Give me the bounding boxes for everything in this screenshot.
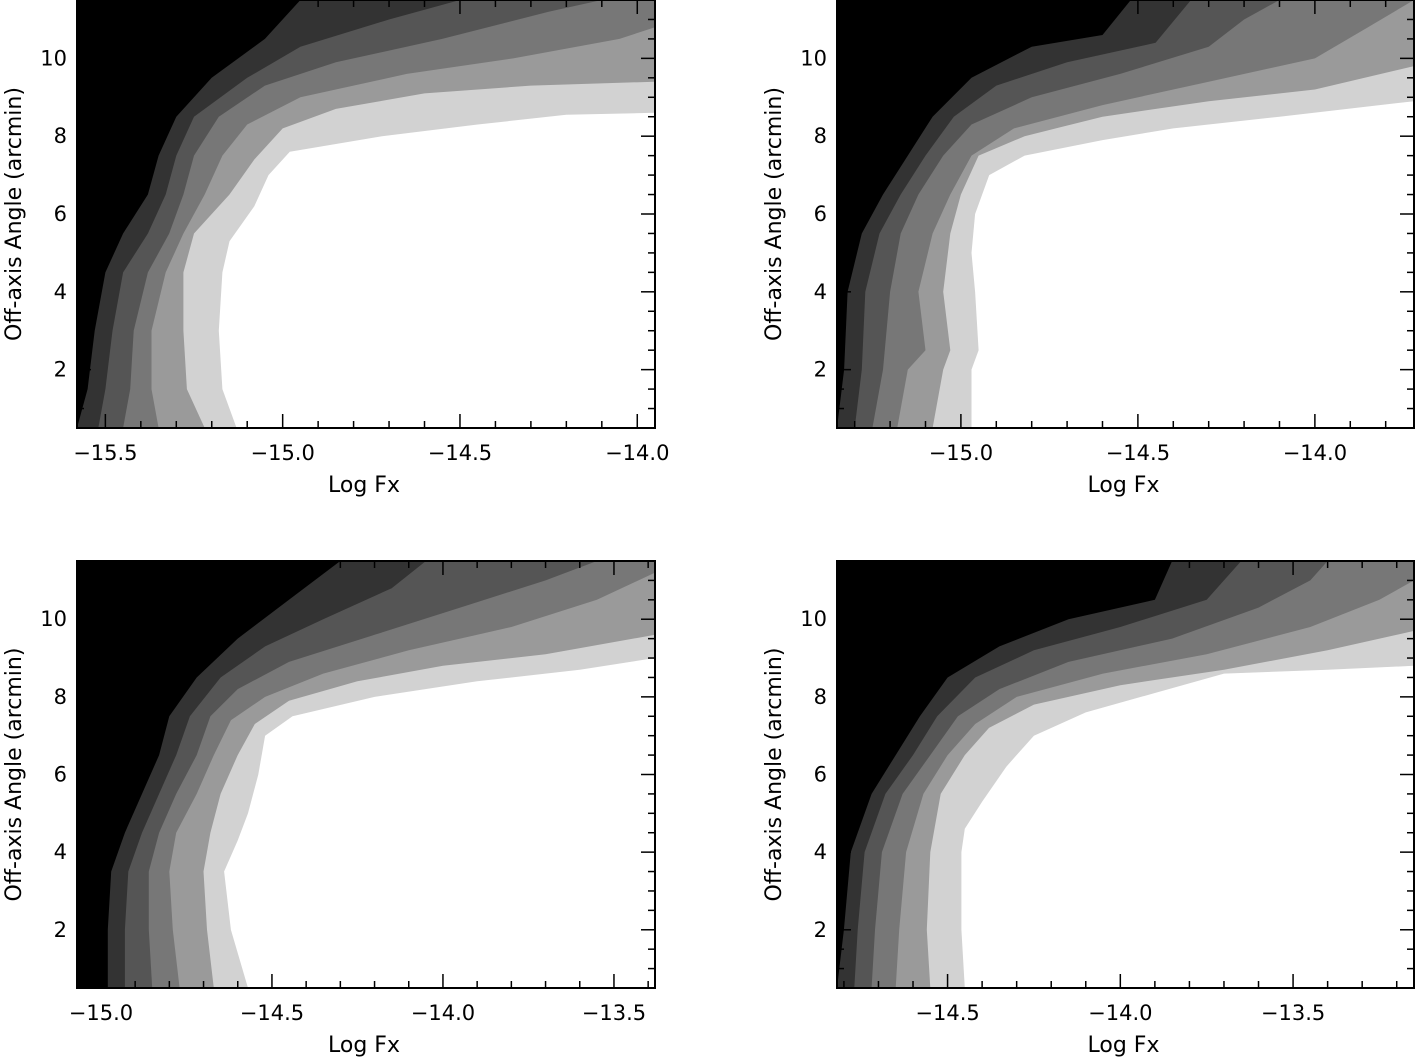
x-tick-label: −15.0 [69,1001,133,1025]
x-axis-title: Log Fx [1088,473,1160,498]
contour-bands [837,0,1414,428]
x-tick-label: −14.0 [1088,1001,1152,1025]
y-tick-label: 6 [54,763,67,787]
contour-bands [77,0,655,428]
y-tick-label: 8 [54,685,67,709]
y-tick-label: 8 [814,685,827,709]
y-tick-label: 2 [54,918,67,942]
x-axis-title: Log Fx [328,473,400,498]
y-tick-label: 8 [814,124,827,148]
y-tick-label: 6 [814,763,827,787]
y-tick-label: 6 [814,202,827,226]
x-axis-title: Log Fx [328,1033,400,1057]
y-axis-title: Off-axis Angle (arcmin) [762,648,787,902]
x-tick-label: −13.5 [582,1001,646,1025]
x-tick-label: −15.0 [250,441,314,465]
contour-level-6 [971,101,1414,428]
x-tick-label: −13.5 [1261,1001,1325,1025]
y-tick-label: 2 [814,358,827,382]
contour-bands [77,561,655,988]
y-tick-label: 10 [800,46,827,70]
y-tick-label: 2 [54,358,67,382]
y-tick-label: 8 [54,124,67,148]
x-tick-label: −14.0 [1283,441,1347,465]
x-tick-label: −14.5 [428,441,492,465]
x-tick-label: −14.5 [915,1001,979,1025]
y-axis-title: Off-axis Angle (arcmin) [762,87,787,341]
x-tick-label: −15.5 [73,441,137,465]
y-tick-label: 4 [814,840,827,864]
x-tick-label: −14.0 [605,441,669,465]
y-tick-label: 10 [40,46,67,70]
contour-bands [837,561,1414,988]
x-axis-title: Log Fx [1088,1033,1160,1057]
y-tick-label: 10 [800,607,827,631]
contour-level-6 [224,658,655,988]
panel-top-right: −15.0 −14.5 −14.0 2 4 6 8 10 Log Fx Off-axis Angl… [762,0,1415,498]
contour-level-6 [218,112,655,428]
y-tick-label: 2 [814,918,827,942]
panel-bottom-right: −14.5 −14.0 −13.5 2 4 6 8 10 Log Fx Off-axis Angl… [762,560,1415,1057]
y-axis-title: Off-axis Angle (arcmin) [2,648,27,902]
x-tick-label: −14.5 [1106,441,1170,465]
y-tick-label: 6 [54,202,67,226]
y-tick-label: 10 [40,607,67,631]
y-tick-label: 4 [54,280,67,304]
x-tick-label: −15.0 [929,441,993,465]
panel-top-left: −15.5 −15.0 −14.5 −14.0 2 4 6 8 10 Log Fx Off-axis… [2,0,669,498]
panel-bottom-left: −15.0 −14.5 −14.0 −13.5 2 4 6 8 10 Log Fx Off-axis… [2,560,656,1057]
y-axis-title: Off-axis Angle (arcmin) [2,87,27,341]
y-tick-label: 4 [814,280,827,304]
contour-level-6 [961,665,1414,988]
x-tick-label: −14.0 [411,1001,475,1025]
y-tick-label: 4 [54,840,67,864]
x-tick-label: −14.5 [240,1001,304,1025]
